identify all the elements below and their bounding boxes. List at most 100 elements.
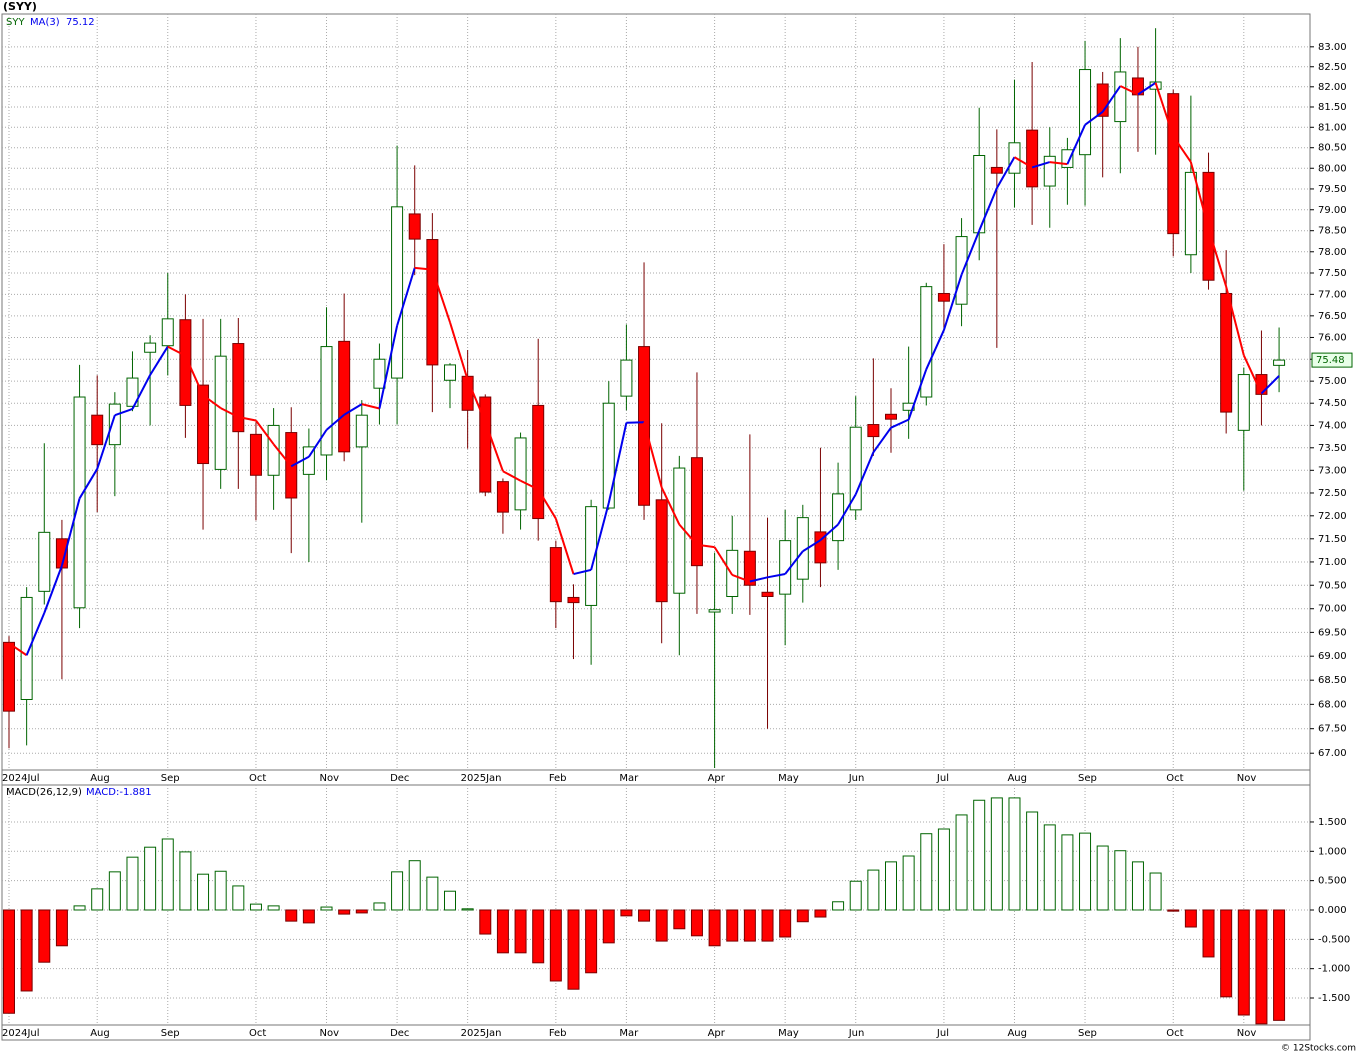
ma-segment <box>907 368 928 420</box>
candle-body <box>232 343 245 433</box>
ma-segment <box>220 407 239 418</box>
y-tick-label: 72.00 <box>1318 511 1347 522</box>
macd-bar <box>144 846 157 911</box>
macd-bar <box>20 909 33 992</box>
x-tick-label: Apr <box>708 1028 726 1039</box>
ma-segment <box>184 355 204 396</box>
ma-segment <box>554 518 575 575</box>
x-tick-label: May <box>778 1028 799 1039</box>
x-tick-label: Aug <box>90 1028 110 1039</box>
ma-segment <box>149 346 169 376</box>
ma-segment <box>1031 161 1051 169</box>
ma-segment <box>872 427 892 453</box>
candle-body <box>479 396 492 493</box>
y-tick-label: 81.00 <box>1318 122 1347 133</box>
ma-segment <box>1119 85 1139 96</box>
candle-body <box>391 206 404 379</box>
macd-bar <box>585 909 598 974</box>
macd-bar <box>1026 811 1039 911</box>
x-tick-label: Mar <box>619 1028 639 1039</box>
candle-body <box>126 377 139 407</box>
y-tick-label: 78.50 <box>1318 226 1347 237</box>
x-tick-label: Sep <box>1078 773 1097 784</box>
x-tick-label: Sep <box>161 773 180 784</box>
macd-bar <box>1114 850 1127 911</box>
macd-bar <box>1220 909 1233 998</box>
ma-segment <box>607 422 628 504</box>
x-tick-label: Aug <box>1007 773 1027 784</box>
ma-segment <box>114 408 133 417</box>
ma-segment <box>890 418 910 429</box>
x-tick-label: 2025Jan <box>461 773 502 784</box>
candle-body <box>708 609 721 613</box>
ma-segment <box>272 443 293 467</box>
x-tick-label: Nov <box>320 1028 340 1039</box>
x-tick-label: Jul <box>936 773 949 784</box>
ma-segment <box>573 568 592 576</box>
candle-body <box>38 531 51 592</box>
y-tick-label: 1.000 <box>1318 846 1347 857</box>
macd-bar <box>461 908 474 911</box>
candle-body <box>1167 93 1180 235</box>
y-tick-label: 80.00 <box>1318 163 1347 174</box>
macd-bar <box>267 905 280 911</box>
ma-segment <box>1189 161 1210 229</box>
ma-segment <box>537 488 557 520</box>
ma-segment <box>255 419 275 445</box>
candle-body <box>867 424 880 438</box>
candle-body <box>426 239 439 366</box>
macd-bar <box>1096 845 1109 911</box>
macd-bar <box>814 909 827 918</box>
candle-body <box>814 531 827 564</box>
macd-bar <box>567 909 580 990</box>
y-tick-label: 71.50 <box>1318 534 1347 545</box>
macd-bar <box>602 909 615 944</box>
x-tick-label: Feb <box>549 773 567 784</box>
y-tick-label: 67.50 <box>1318 724 1347 735</box>
ma-segment <box>343 403 363 416</box>
x-tick-label: Nov <box>1237 773 1257 784</box>
macd-bar <box>867 869 880 911</box>
ma-segment <box>325 413 345 431</box>
y-tick-label: 74.50 <box>1318 398 1347 409</box>
candle-body <box>161 318 174 347</box>
macd-bar <box>496 909 509 954</box>
x-tick-label: Aug <box>90 773 110 784</box>
macd-bar <box>249 903 262 911</box>
candle-body <box>673 467 686 594</box>
macd-bar <box>338 909 351 915</box>
ma-segment <box>449 322 469 381</box>
macd-bar <box>690 909 703 937</box>
macd-bar <box>726 909 739 942</box>
candle-body <box>937 292 950 302</box>
y-tick-label: 79.00 <box>1318 205 1347 216</box>
x-tick-label: Oct <box>249 1028 266 1039</box>
ma-segment <box>678 523 698 546</box>
ma-segment <box>1066 124 1086 165</box>
ma-segment <box>1013 156 1033 169</box>
ma-segment <box>60 498 81 566</box>
ma-segment <box>1225 286 1245 356</box>
ma-segment <box>802 539 821 553</box>
candle-body <box>1255 374 1268 395</box>
macd-bar <box>126 856 139 911</box>
ma-segment <box>854 451 875 495</box>
candle-body <box>355 414 368 448</box>
ma-segment <box>1101 85 1122 113</box>
y-tick-label: 76.00 <box>1318 332 1347 343</box>
macd-bar <box>832 901 845 911</box>
macd-bar <box>73 905 86 911</box>
y-tick-label: 69.00 <box>1318 651 1347 662</box>
candle-body <box>585 506 598 606</box>
x-tick-label: Sep <box>1078 1028 1097 1039</box>
x-axis-strip <box>1 1024 1311 1041</box>
candle-body <box>514 437 527 511</box>
ma-segment <box>167 345 186 357</box>
chart-title: (SYY) <box>3 0 37 13</box>
candle-body <box>373 358 386 389</box>
candle-body <box>1096 83 1109 117</box>
macd-bar <box>902 855 915 911</box>
macd-bar <box>3 909 15 1014</box>
ma-segment <box>731 574 751 583</box>
candle-body <box>1273 359 1286 366</box>
